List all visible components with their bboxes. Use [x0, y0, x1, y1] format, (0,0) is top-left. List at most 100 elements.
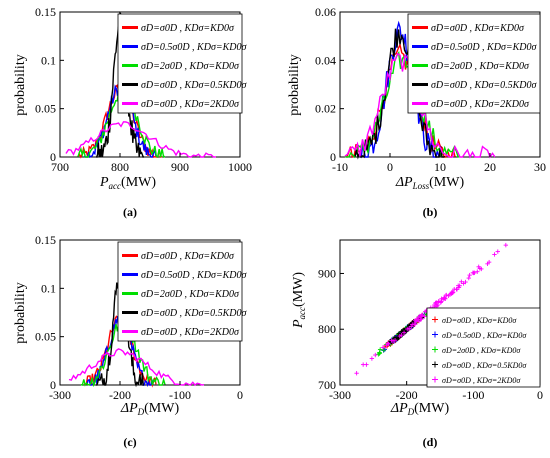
legend-label: σD=σ0D , KDσ=KD0σ: [141, 23, 235, 34]
series-line: [68, 348, 205, 386]
scatter-point: [373, 352, 378, 358]
series-line: [354, 28, 446, 160]
scatter-point: [457, 283, 462, 288]
legend-entry: σD=2σ0D , KDσ=KD0σ: [122, 61, 240, 72]
legend-entry: σD=σ0D , KDσ=KD0σ: [432, 316, 517, 325]
panel-d-caption: (d): [423, 435, 438, 449]
scatter-point: [459, 279, 464, 284]
legend-label: σD=σ0D , KDσ=0.5KD0σ: [141, 308, 248, 319]
scatter-point: [495, 249, 500, 254]
y-tick-label: 0.1: [41, 281, 56, 295]
y-tick-label: 900: [318, 266, 336, 280]
scatter-point: [439, 299, 444, 304]
scatter-point: [415, 317, 420, 322]
y-tick-label: 0.1: [41, 53, 56, 67]
scatter-point: [389, 338, 394, 343]
y-tick-label: 0: [330, 150, 336, 164]
legend-entry: σD=σ0D , KDσ=KD0σ: [122, 23, 235, 34]
y-tick-label: 0.05: [35, 330, 56, 344]
y-tick-label: 0.05: [35, 102, 56, 116]
panel-d: -300 -200 -100 0 700 800 900 σD=σ0D , KDσ=KD0σ…: [291, 239, 543, 449]
legend-label: σD=σ0D , KDσ=0.5KD0σ: [141, 80, 248, 91]
legend-label: σD=σ0D , KDσ=KD0σ: [431, 23, 525, 34]
x-tick-label: 700: [51, 160, 69, 174]
legend-entry: σD=σ0D , KDσ=0.5KD0σ: [412, 80, 538, 91]
legend-label: σD=σ0D , KDσ=2KD0σ: [431, 99, 530, 110]
legend-label: σD=σ0D , KDσ=2KD0σ: [141, 327, 240, 338]
legend-entry: σD=2σ0D , KDσ=KD0σ: [122, 289, 240, 300]
legend-entry: σD=σ0D , KDσ=2KD0σ: [412, 99, 530, 110]
x-tick-label: -300: [49, 388, 71, 402]
x-tick-label: -10: [332, 160, 348, 174]
y-tick-label: 800: [318, 322, 336, 336]
panel-b-series: [344, 20, 496, 160]
panel-a-series: [65, 11, 217, 159]
panel-b-xlabel: ΔPLoss(MW): [395, 175, 465, 191]
y-tick-label: 0.15: [35, 233, 56, 247]
scatter-point: [434, 300, 439, 305]
legend-entry: σD=σ0D , KDσ=0.5KD0σ: [432, 361, 527, 370]
scatter-point: [377, 350, 382, 356]
panel-d-ticks: -300 -200 -100 0 700 800 900: [318, 266, 543, 402]
scatter-point: [441, 295, 447, 300]
scatter-point: [444, 292, 449, 298]
y-tick-label: 0.06: [315, 5, 336, 19]
panel-b-ylabel: probability: [287, 54, 302, 115]
x-tick-label: 0: [537, 388, 543, 402]
scatter-point: [461, 281, 466, 286]
x-tick-label: -300: [329, 388, 351, 402]
x-tick-label: -200: [396, 388, 418, 402]
x-tick-label: 1000: [228, 160, 252, 174]
legend-entry: σD=σ0D , KDσ=2KD0σ: [432, 376, 521, 385]
scatter-point: [381, 347, 386, 353]
panel-c-xlabel: ΔPD(MW): [120, 401, 180, 417]
scatter-point: [395, 336, 400, 341]
x-tick-label: 900: [171, 160, 189, 174]
panel-d-xlabel: ΔPD(MW): [390, 401, 450, 417]
scatter-point: [369, 356, 375, 361]
x-tick-label: -200: [109, 388, 131, 402]
panel-c-legend: σD=σ0D , KDσ=KD0σ σD=0.5σ0D , KDσ=KD0σ σD=…: [117, 241, 248, 342]
legend-entry: σD=0.5σ0D , KDσ=KD0σ: [432, 331, 527, 340]
x-tick-label: 30: [534, 160, 546, 174]
scatter-point: [431, 302, 437, 308]
scatter-point: [404, 328, 409, 334]
panel-b-caption: (b): [423, 205, 438, 219]
legend-label: σD=σ0D , KDσ=2KD0σ: [141, 99, 240, 110]
y-tick-label: 0.04: [315, 53, 336, 67]
scatter-point: [386, 341, 391, 347]
scatter-point: [467, 272, 472, 278]
legend-entry: σD=σ0D , KDσ=2KD0σ: [122, 99, 240, 110]
scatter-point: [476, 264, 481, 270]
y-tick-label: 0: [50, 150, 56, 164]
x-tick-label: -100: [462, 388, 484, 402]
y-tick-label: 0: [50, 378, 56, 392]
scatter-point: [446, 293, 451, 298]
legend-entry: σD=0.5σ0D , KDσ=KD0σ: [122, 270, 248, 281]
scatter-point: [399, 333, 404, 338]
legend-box: [426, 307, 541, 388]
legend-label: σD=0.5σ0D , KDσ=KD0σ: [431, 42, 538, 53]
x-tick-label: 20: [484, 160, 496, 174]
x-tick-label: 0: [387, 160, 393, 174]
panel-a-legend: σD=σ0D , KDσ=KD0σ σD=0.5σ0D , KDσ=KD0σ σD=…: [117, 13, 248, 114]
x-tick-label: 10: [434, 160, 446, 174]
legend-entry: σD=σ0D , KDσ=2KD0σ: [122, 327, 240, 338]
scatter-point: [406, 326, 412, 332]
y-tick-label: 0.02: [315, 102, 336, 116]
scatter-point: [475, 269, 480, 274]
scatter-point: [485, 261, 490, 267]
scatter-point: [470, 270, 476, 275]
scatter-point: [408, 324, 414, 329]
legend-label: σD=0.5σ0D , KDσ=KD0σ: [442, 331, 527, 340]
legend-label: σD=2σ0D , KDσ=KD0σ: [442, 346, 521, 355]
y-tick-label: 0.15: [35, 5, 56, 19]
scatter-point: [422, 314, 427, 319]
scatter-point: [449, 289, 455, 295]
panel-c-caption: (c): [123, 435, 136, 449]
legend-label: σD=2σ0D , KDσ=KD0σ: [141, 61, 240, 72]
panel-d-legend: σD=σ0D , KDσ=KD0σ σD=0.5σ0D , KDσ=KD0σ σD=…: [426, 307, 541, 388]
